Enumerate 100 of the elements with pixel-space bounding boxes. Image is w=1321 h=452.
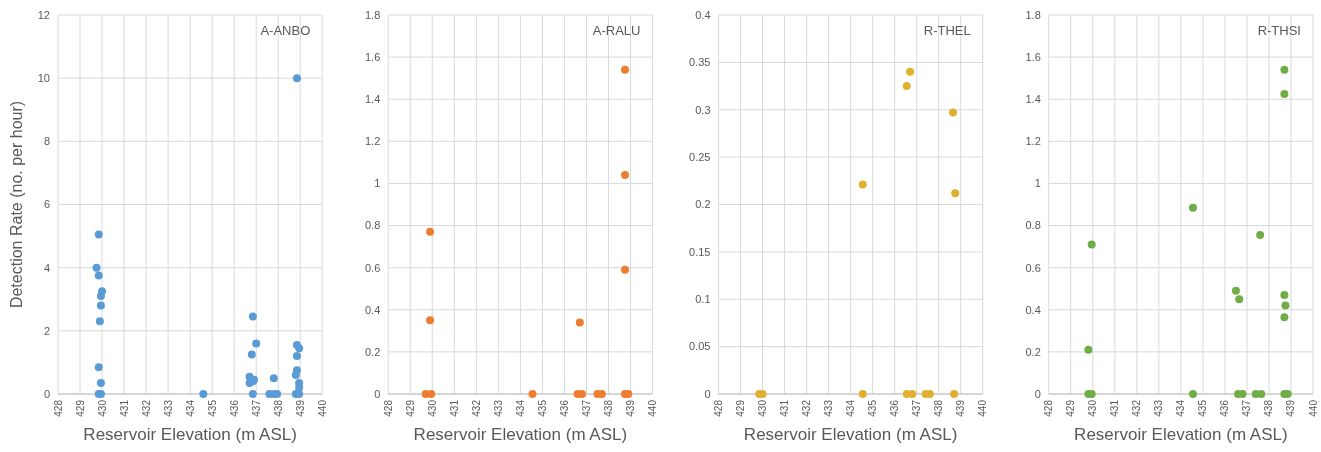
x-tick-label: 432 [470,399,482,417]
point [426,316,435,325]
point [620,265,629,274]
y-tick-label: 0 [43,387,50,400]
y-tick-label: 0.25 [689,150,711,163]
x-tick-label: 438 [933,399,945,417]
point [199,390,208,398]
text: R-THSI [1257,23,1301,38]
x-tick-label: 431 [779,399,791,417]
point [1256,231,1265,240]
x-tick-label: 432 [801,399,813,417]
x-tick-label: 434 [184,399,196,417]
x-tick-label: 431 [448,399,460,417]
point [94,271,103,280]
x-tick-label: 436 [1219,399,1231,417]
point [1231,286,1240,295]
x-axis-title: Reservoir Elevation (m ASL) [83,425,297,444]
y-tick-label: 10 [37,72,50,85]
x-tick-label: 429 [735,399,747,417]
y-tick-label: 0.3 [695,103,711,116]
x-tick-label: 433 [162,399,174,417]
y-tick-label: 0.4 [1025,303,1041,316]
point [1280,291,1289,300]
x-tick-label: 440 [316,399,328,417]
y-tick-label: 6 [43,198,50,211]
x-tick-label: 435 [867,399,879,417]
point [1087,240,1096,249]
x-tick-label: 432 [140,399,152,417]
y-tick-label: 1.8 [364,8,381,21]
y-tick-label: 0 [704,387,711,400]
point [427,390,436,398]
x-tick-label: 434 [1175,399,1187,417]
x-tick-label: 435 [206,399,218,417]
x-tick-label: 433 [492,399,504,417]
y-tick-label: 1.6 [364,50,381,63]
point [1257,390,1266,398]
x-tick-label: 428 [713,399,724,417]
y-tick-label: 2 [43,324,50,337]
y-tick-label: 0.2 [695,198,711,211]
x-tick-label: 434 [514,399,526,417]
point [620,171,629,180]
x-tick-label: 436 [228,399,240,417]
x-tick-label: 439 [1285,399,1297,417]
point [949,108,958,117]
y-tick-label: 1.2 [364,135,381,148]
point [620,65,629,74]
x-tick-label: 436 [889,399,901,417]
x-tick-label: 437 [580,399,592,417]
point [95,317,104,326]
x-tick-label: 436 [558,399,570,417]
x-tick-label: 430 [96,399,108,417]
x-tick-label: 433 [823,399,835,417]
y-axis-title: Detection Rate (no. per hour) [8,100,25,309]
y-tick-label: 0.2 [364,345,381,358]
y-tick-label: 0.35 [689,56,711,69]
y-tick-label: 0.6 [1025,261,1041,274]
x-tick-label: 432 [1131,399,1143,417]
point [858,180,867,189]
x-tick-label: 433 [1153,399,1165,417]
point [906,67,915,76]
y-tick-label: 8 [43,135,50,148]
y-tick-label: 4 [43,261,50,274]
point [96,292,105,301]
point [426,227,435,236]
y-tick-label: 1.6 [1025,50,1041,63]
point [1280,89,1289,98]
y-tick-label: 0.1 [695,293,711,306]
point [291,371,300,380]
point [908,390,917,398]
point [96,378,105,387]
x-tick-label: 439 [294,399,306,417]
x-tick-label: 429 [1065,399,1077,417]
y-tick-label: 0.8 [1025,219,1041,232]
point [951,189,960,198]
x-tick-label: 431 [118,399,130,417]
x-tick-label: 430 [426,399,438,417]
point [252,339,261,348]
x-tick-label: 428 [382,399,394,417]
x-tick-label: 439 [624,399,636,417]
y-tick-label: 1.4 [364,93,381,106]
x-tick-label: 439 [955,399,967,417]
point [858,390,867,398]
x-tick-label: 435 [536,399,548,417]
point [1188,390,1197,398]
point [1084,345,1093,354]
y-tick-label: 0.4 [695,8,711,21]
text: R-THEL [923,23,971,38]
x-tick-label: 429 [74,399,86,417]
point [96,301,105,310]
point [1281,301,1290,310]
y-tick-label: 0.6 [364,261,381,274]
y-tick-label: 0.2 [1025,345,1041,358]
point [292,352,301,361]
x-tick-label: 437 [1241,399,1253,417]
point [1235,295,1244,304]
y-tick-label: 1 [374,177,381,190]
x-tick-label: 438 [602,399,614,417]
x-axis-title: Reservoir Elevation (m ASL) [413,425,628,444]
point [248,312,257,321]
y-tick-label: 1.4 [1025,93,1041,106]
